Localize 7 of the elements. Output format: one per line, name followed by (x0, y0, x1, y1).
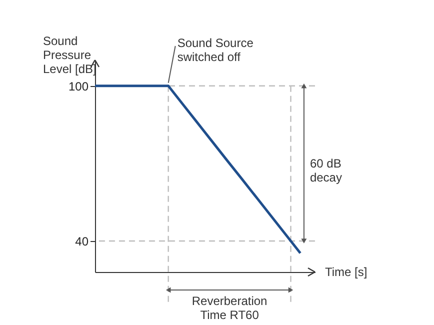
text: Reverberation Time RT60 (192, 294, 268, 322)
x-axis-title: Time [s] (325, 265, 368, 279)
annotation: 60 dB decay (310, 156, 342, 184)
line-series (94, 84, 302, 254)
y-tick-label: 40 (75, 234, 89, 248)
y-tick-label: 100 (68, 79, 89, 94)
annotation: Sound Source switched off (177, 36, 254, 64)
